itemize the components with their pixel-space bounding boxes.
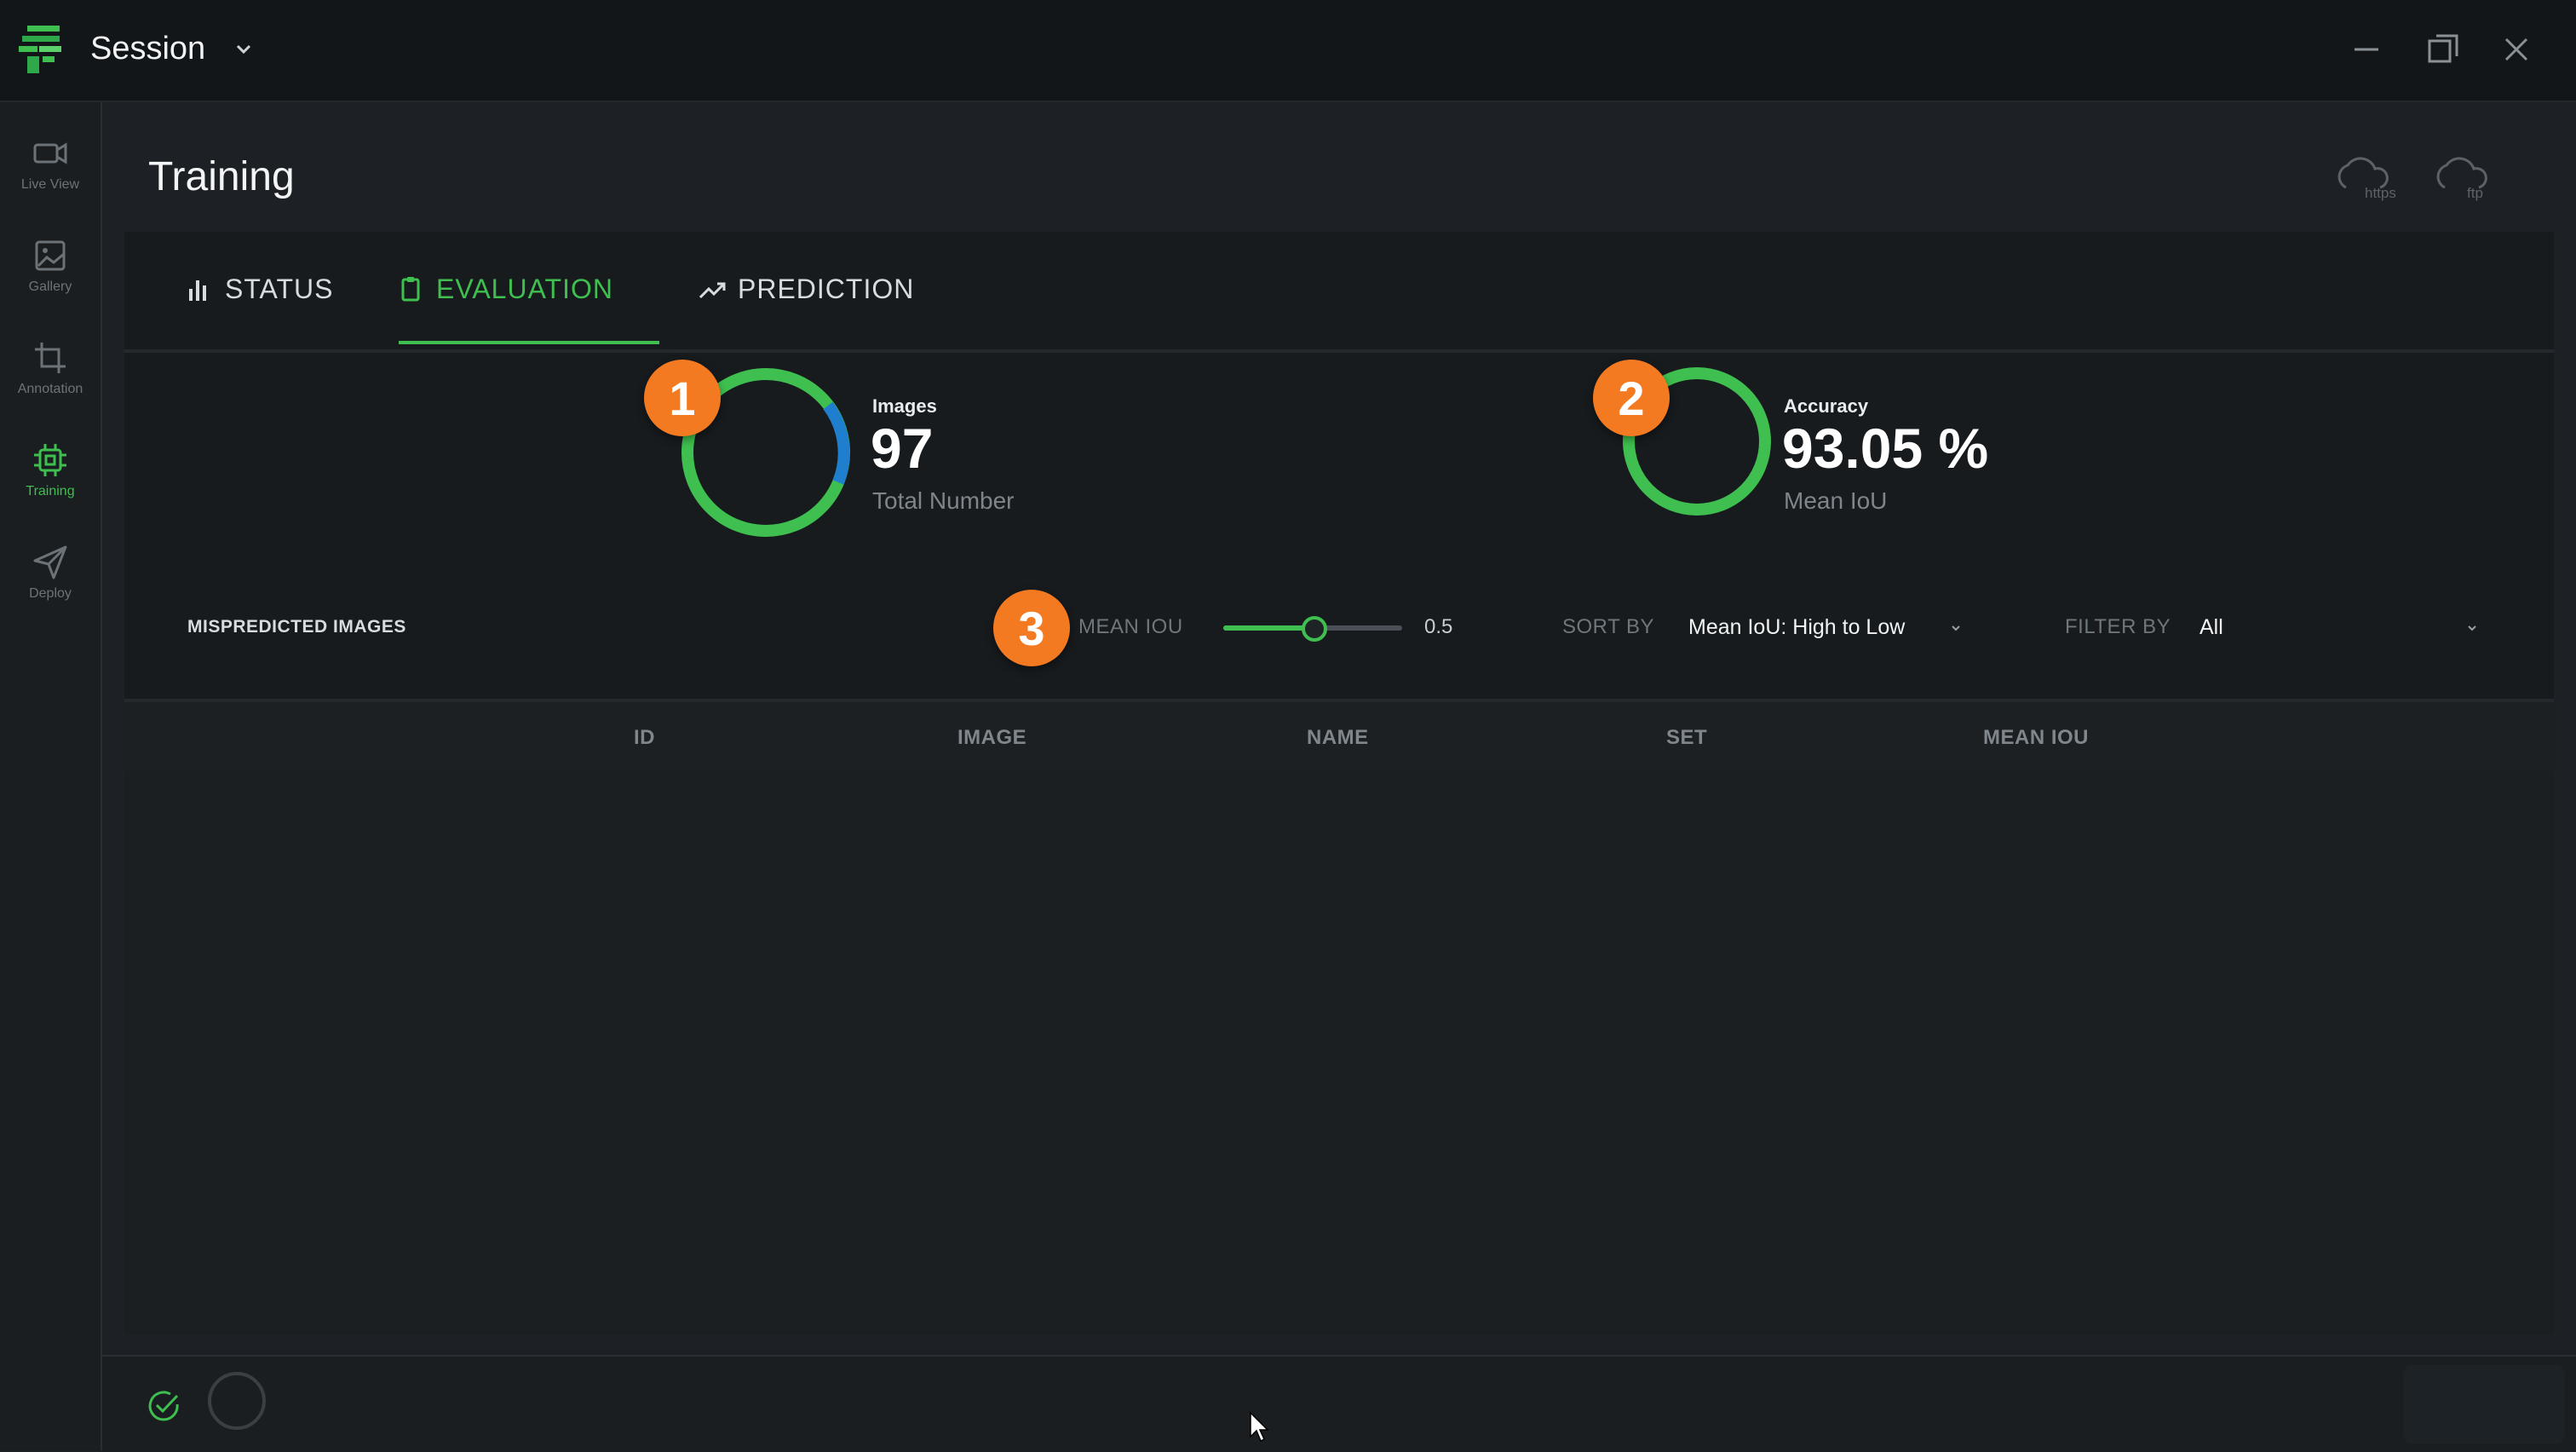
send-icon — [33, 545, 67, 579]
images-donut-chart — [681, 368, 850, 537]
status-panel — [2404, 1365, 2564, 1443]
bar-chart-icon — [189, 280, 206, 301]
clipboard-icon — [401, 277, 420, 302]
slider-thumb[interactable] — [1302, 616, 1327, 642]
sidebar-item-annotation[interactable]: Annotation — [0, 324, 101, 418]
crop-icon — [35, 343, 66, 373]
step-badge-3: 3 — [993, 590, 1070, 666]
divider — [124, 699, 2554, 702]
sidebar-item-label: Deploy — [29, 586, 72, 601]
tab-prediction[interactable]: PREDICTION — [699, 232, 914, 346]
column-header-mean-iou[interactable]: MEAN IOU — [1983, 726, 2089, 749]
chevron-down-icon[interactable] — [1947, 619, 1964, 637]
mean-iou-value: 0.5 — [1424, 615, 1453, 638]
accuracy-value: 93.05 % — [1782, 417, 1989, 480]
column-header-set[interactable]: SET — [1666, 726, 1708, 749]
restore-window-icon[interactable] — [2424, 31, 2462, 68]
column-header-name[interactable]: NAME — [1307, 726, 1369, 749]
sidebar-item-deploy[interactable]: Deploy — [0, 528, 101, 622]
sidebar-item-label: Gallery — [28, 279, 72, 294]
close-icon[interactable] — [2498, 31, 2535, 68]
mean-iou-label: MEAN IOU — [1078, 615, 1183, 638]
mouse-cursor-icon — [1250, 1411, 1269, 1443]
minimize-icon[interactable] — [2348, 31, 2385, 68]
images-sublabel: Total Number — [872, 487, 1015, 514]
status-bar — [102, 1355, 2576, 1452]
table-header: ID IMAGE NAME SET MEAN IOU — [124, 702, 2554, 772]
accuracy-donut-chart — [1623, 367, 1771, 516]
page-title: Training — [148, 154, 295, 199]
check-circle-icon — [148, 1391, 179, 1421]
cloud-https-icon[interactable]: https — [2331, 153, 2407, 205]
sort-by-select[interactable]: Mean IoU: High to Low — [1688, 615, 1906, 639]
sidebar-item-training[interactable]: Training — [0, 426, 101, 520]
sort-by-label: SORT BY — [1562, 615, 1654, 638]
app-logo-icon — [19, 26, 61, 73]
chevron-down-icon[interactable] — [232, 37, 256, 61]
filter-by-select[interactable]: All — [2199, 615, 2223, 639]
column-header-id[interactable]: ID — [634, 726, 655, 749]
tab-bar: STATUS EVALUATION PREDICTION — [124, 232, 2554, 353]
title-bar: Session — [0, 0, 2576, 102]
chip-icon — [34, 444, 66, 476]
session-title[interactable]: Session — [90, 31, 206, 66]
step-badge-1: 1 — [644, 360, 721, 436]
tab-status[interactable]: STATUS — [186, 232, 333, 346]
accuracy-sublabel: Mean IoU — [1784, 487, 1888, 514]
cloud-ftp-icon[interactable]: ftp — [2429, 153, 2506, 205]
table-body — [124, 772, 2554, 1334]
image-icon — [35, 240, 66, 271]
cloud-https-label: https — [2365, 185, 2396, 201]
filter-by-label: FILTER BY — [2065, 615, 2171, 638]
images-label: Images — [872, 395, 937, 417]
sidebar-item-gallery[interactable]: Gallery — [0, 222, 101, 315]
accuracy-label: Accuracy — [1784, 395, 1869, 417]
sidebar: Live View Gallery Annotation Traini — [0, 102, 102, 1450]
images-value: 97 — [871, 417, 934, 480]
trend-up-icon — [699, 282, 726, 299]
video-camera-icon — [33, 142, 67, 164]
active-tab-indicator — [399, 341, 659, 344]
sidebar-item-label: Annotation — [17, 382, 83, 396]
cloud-ftp-label: ftp — [2467, 185, 2483, 201]
tab-label: EVALUATION — [436, 273, 613, 304]
tab-label: PREDICTION — [738, 273, 915, 304]
slider-fill — [1223, 625, 1313, 631]
sidebar-item-label: Live View — [20, 177, 80, 192]
chevron-down-icon[interactable] — [2464, 619, 2481, 637]
tab-evaluation[interactable]: EVALUATION — [397, 232, 613, 346]
column-header-image[interactable]: IMAGE — [957, 726, 1027, 749]
sidebar-item-live-view[interactable]: Live View — [0, 119, 101, 213]
evaluation-panel: STATUS EVALUATION PREDICTION 1 Images 97… — [124, 232, 2554, 1334]
mispredicted-images-heading: MISPREDICTED IMAGES — [187, 617, 406, 637]
progress-ring — [208, 1372, 266, 1430]
tab-label: STATUS — [225, 273, 334, 304]
step-badge-2: 2 — [1593, 360, 1670, 436]
sidebar-item-label: Training — [26, 484, 75, 498]
mean-iou-slider[interactable] — [1223, 616, 1402, 642]
